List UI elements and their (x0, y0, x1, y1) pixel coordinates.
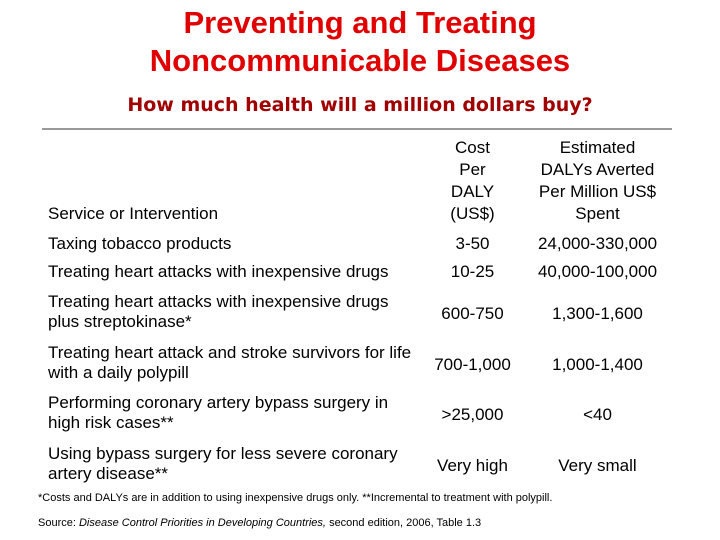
divider (42, 128, 672, 130)
header-line: Spent (575, 204, 620, 223)
source: Source: Disease Control Priorities in De… (38, 517, 481, 529)
header-line: (US$) (450, 204, 495, 223)
row-label: Taxing tobacco products (48, 234, 232, 253)
column-header: Cost Per DALY (US$) (415, 137, 530, 225)
row-label: Treating heart attack and stroke survivo… (48, 343, 412, 382)
column-header: Estimated DALYs Averted Per Million US$ Spe… (525, 137, 670, 225)
header-line: DALYs Averted (540, 160, 655, 179)
row-label: Treating heart attacks with inexpensive … (48, 292, 389, 331)
header-line: Cost (455, 138, 490, 157)
header-line: Per Million US$ (538, 182, 657, 201)
cell-value: 700-1,000 (434, 355, 511, 374)
cell-value: 1,000-1,400 (552, 355, 643, 374)
cell-value: 600-750 (441, 304, 504, 323)
cell-value: <40 (583, 405, 612, 424)
row-label: Performing coronary artery bypass surger… (48, 393, 389, 432)
footnote: *Costs and DALYs are in addition to usin… (38, 492, 553, 504)
cell-value: 3-50 (455, 234, 490, 253)
row-label: Using bypass surgery for less severe cor… (48, 444, 398, 483)
column-header: Service or Intervention (48, 203, 423, 225)
cell-value: Very high (437, 456, 508, 475)
cell-value: 10-25 (450, 262, 495, 281)
cell-value: 1,300-1,600 (552, 304, 643, 323)
source-title: Disease Control Priorities in Developing… (78, 517, 326, 529)
header-line: DALY (450, 182, 495, 201)
subtitle: How much health will a million dollars b… (127, 94, 593, 116)
cell-value: Very small (558, 456, 637, 475)
row-label: Treating heart attacks with inexpensive … (48, 262, 389, 281)
header-line: Per (459, 160, 486, 179)
title: Preventing and Treating Noncommunicable … (149, 5, 571, 78)
header-line: Service or Intervention (48, 204, 219, 223)
cell-value: 40,000-100,000 (537, 262, 658, 281)
source-prefix: Source: (38, 517, 76, 529)
header-line: Estimated (559, 138, 636, 157)
source-rest: second edition, 2006, Table 1.3 (329, 517, 482, 529)
cell-value: >25,000 (441, 405, 504, 424)
cell-value: 24,000-330,000 (537, 234, 658, 253)
